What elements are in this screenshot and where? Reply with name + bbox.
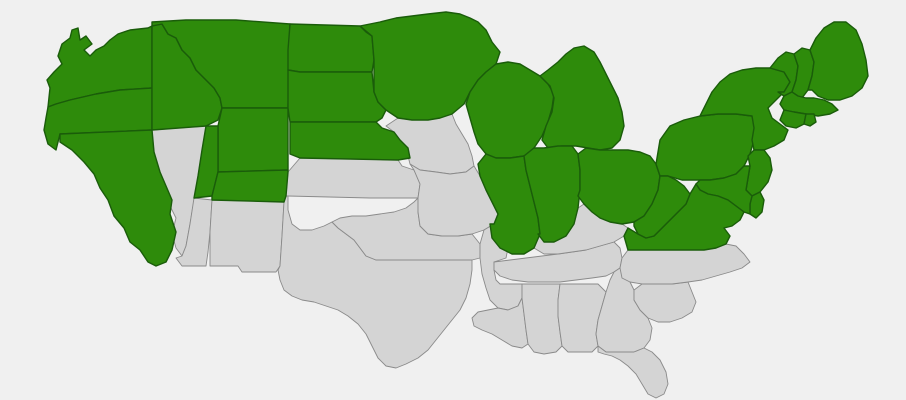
state-fl[interactable]: Florida	[597, 345, 669, 399]
state-ks[interactable]: Kansas	[285, 157, 421, 199]
state-nm[interactable]: New Mexico	[209, 199, 285, 273]
state-ct[interactable]: Connecticut	[779, 109, 807, 129]
state-co[interactable]: Colorado	[211, 169, 289, 203]
state-la[interactable]: Louisiana	[471, 297, 529, 349]
state-ca[interactable]: California	[59, 129, 177, 267]
state-ne[interactable]: Nebraska	[289, 121, 411, 161]
state-ms[interactable]: Mississippi	[521, 283, 563, 355]
state-ri[interactable]: Rhode Island	[803, 113, 817, 127]
state-sd[interactable]: South Dakota	[287, 69, 387, 123]
state-nd[interactable]: North Dakota	[287, 23, 375, 73]
state-wv[interactable]: West Virginia	[633, 175, 691, 239]
states-layer: NevadaArizonaNew MexicoTexasOklahomaKans…	[43, 11, 869, 399]
state-ny[interactable]: New York	[699, 67, 791, 151]
state-mi[interactable]: Michigan	[539, 45, 625, 151]
state-mt[interactable]: Montana	[151, 19, 291, 109]
state-ut[interactable]: Utah	[193, 125, 219, 199]
state-pa[interactable]: Pennsylvania	[655, 113, 757, 181]
state-nh[interactable]: New Hampshire	[791, 47, 815, 99]
state-wy[interactable]: Wyoming	[217, 107, 289, 173]
state-me[interactable]: Maine	[807, 21, 869, 101]
state-in[interactable]: Indiana	[523, 145, 581, 243]
